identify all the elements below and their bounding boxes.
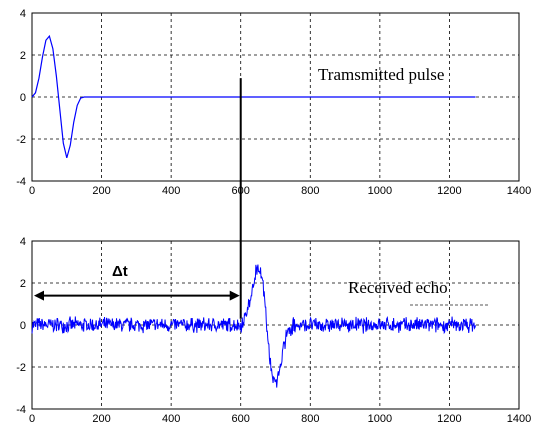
y-tick-label: -4 <box>16 176 26 188</box>
x-tick-label: 1000 <box>368 413 392 425</box>
y-tick-label: 2 <box>20 278 26 290</box>
received-echo-annotation: Received echo <box>348 278 448 297</box>
transmitted-pulse-annotation: Tramsmitted pulse <box>318 65 444 84</box>
x-tick-label: 200 <box>92 413 110 425</box>
transmitted-pulse-line <box>31 34 476 159</box>
x-tick-label: 1200 <box>437 185 461 197</box>
x-tick-label: 200 <box>92 185 110 197</box>
y-tick-label: -4 <box>16 404 26 416</box>
y-tick-label: -2 <box>16 134 26 146</box>
x-tick-label: 0 <box>29 413 35 425</box>
y-tick-label: -2 <box>16 362 26 374</box>
delta-t-arrow <box>34 290 240 301</box>
x-tick-label: 1200 <box>437 413 461 425</box>
delta-t-arrowhead-left <box>34 290 44 301</box>
x-tick-label: 1000 <box>368 185 392 197</box>
y-tick-label: 4 <box>20 236 26 248</box>
y-tick-label: 0 <box>20 92 26 104</box>
bottom-y-tick-labels: -4 -2 0 2 4 <box>16 236 26 416</box>
x-tick-label: 1400 <box>507 413 531 425</box>
y-tick-label: 0 <box>20 320 26 332</box>
received-echo-line <box>31 264 477 388</box>
bottom-panel: -4 -2 0 2 4 0 200 400 600 800 1000 1200 1400 Receiv… <box>16 236 531 425</box>
x-tick-label: 0 <box>29 185 35 197</box>
top-y-tick-labels: -4 -2 0 2 4 <box>16 8 26 188</box>
y-tick-label: 4 <box>20 8 26 20</box>
x-tick-label: 1400 <box>507 185 531 197</box>
bottom-x-tick-labels: 0 200 400 600 800 1000 1200 1400 <box>29 413 531 425</box>
delta-t-label: Δt <box>112 263 128 280</box>
x-tick-label: 800 <box>301 185 319 197</box>
bottom-plot-frame <box>31 240 520 410</box>
y-tick-label: 2 <box>20 50 26 62</box>
delta-t-arrowhead-right <box>229 290 240 301</box>
x-tick-label: 400 <box>162 413 180 425</box>
x-tick-label: 800 <box>301 413 319 425</box>
x-tick-label: 400 <box>162 185 180 197</box>
x-tick-label: 600 <box>232 413 250 425</box>
